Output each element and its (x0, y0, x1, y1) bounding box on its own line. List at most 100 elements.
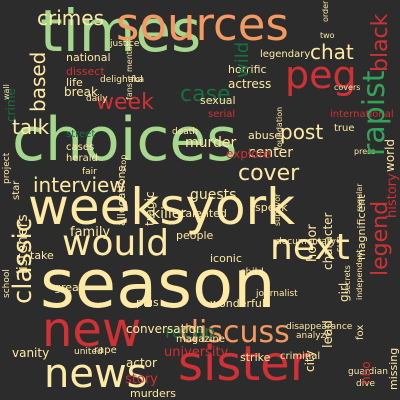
word-school: justice (110, 39, 140, 49)
word-aka: speak (255, 201, 288, 214)
word-child: life (66, 76, 83, 89)
word-serial: talented (181, 207, 227, 220)
word-next: next (270, 227, 350, 268)
word-independent: wall (2, 84, 11, 100)
word-cases: magazine (176, 334, 225, 345)
word-vanity: allegations (115, 165, 128, 226)
word-fair: take (30, 249, 54, 262)
word-dive: iconic (210, 252, 242, 265)
word-listeners: documentary (276, 237, 336, 247)
word-honor: order (321, 0, 330, 22)
word-talented: university (164, 345, 229, 360)
word-abuse: conversation (126, 322, 204, 336)
word-guests: actor (126, 356, 157, 370)
word-horrific: family (70, 225, 111, 240)
word-sister: sister (178, 336, 310, 392)
word-would: would (62, 223, 170, 264)
word-true: hbo (359, 361, 373, 384)
word-weeksyork: weeksyork (28, 178, 296, 236)
word-peg: peg (285, 53, 357, 97)
word-classic: street (66, 129, 96, 140)
word-discuss: discuss (180, 315, 290, 350)
word-iconic: rape (94, 345, 117, 356)
word-wild: daily (86, 94, 108, 104)
word-character: two (320, 31, 335, 40)
word-talk: talk (12, 115, 50, 139)
word-journalist: star (11, 180, 22, 200)
word-world: guardian (348, 367, 388, 377)
word-plus: post (280, 120, 324, 144)
word-girl: stop (119, 154, 128, 172)
word-wonderful: murder (185, 135, 237, 151)
word-foundation: school (2, 269, 12, 298)
word-crimes: crimes (37, 6, 104, 30)
word-actor: based (26, 51, 50, 112)
word-black: aka (128, 75, 145, 85)
word-speak: national (66, 51, 111, 64)
word-great: vanity (12, 346, 50, 360)
word-national: honor (305, 224, 320, 262)
word-strike: actress (228, 77, 272, 91)
word-cover: cover (238, 161, 300, 186)
word-mental: project (2, 152, 12, 184)
word-news: news (44, 351, 148, 397)
word-center: plus (136, 296, 159, 309)
word-legendary: missing (387, 347, 400, 390)
word-rape: abuse (248, 129, 282, 142)
word-hbo: analyze (296, 331, 331, 341)
word-university: wild (232, 41, 253, 78)
word-post: black (368, 13, 393, 72)
word-herald: strike (240, 351, 271, 364)
word-people: dissect (66, 65, 105, 78)
word-chat: chat (310, 40, 354, 64)
word-stop: press (354, 147, 376, 156)
word-sexual: guests (190, 187, 237, 203)
word-killer: story (125, 372, 158, 387)
word-missing: journalist (256, 289, 298, 299)
word-family: listeners (15, 214, 31, 274)
word-case: case (180, 82, 231, 107)
word-wall: legendary (260, 49, 311, 60)
word-order: foundation (275, 106, 284, 150)
word-covers: child (240, 267, 264, 278)
word-season: season (40, 245, 276, 323)
word-sun: dive (356, 379, 376, 389)
word-criminal: serial (208, 109, 236, 120)
word-analyze: cases (66, 142, 95, 153)
word-two: people (176, 229, 214, 242)
word-star: true (334, 123, 355, 134)
word-sources: sources (116, 0, 289, 51)
word-delightful: history (385, 173, 400, 218)
word-death: tragic (143, 191, 157, 226)
word-dissect: center (248, 145, 294, 161)
word-choices: choices (12, 105, 238, 175)
word-magnificent: disappearance (286, 322, 353, 332)
word-project: fox (355, 324, 366, 340)
word-actress: killer (152, 206, 187, 222)
word-lead: fair (82, 167, 97, 177)
word-times: times (40, 0, 202, 65)
word-daily: world (383, 138, 397, 172)
word-street: murders (130, 387, 177, 400)
word-united: character (321, 212, 335, 270)
word-press: herald (66, 153, 98, 164)
word-story: recap (165, 322, 216, 343)
word-survivor: independent (355, 249, 364, 300)
word-week: week (96, 90, 154, 115)
word-allegations: survivor (273, 193, 282, 226)
word-secrets: secrets (343, 265, 352, 294)
word-documentary: city (303, 350, 317, 372)
word-legend: sun (335, 235, 345, 252)
word-fans: fans (125, 83, 134, 100)
word-explore: wonderful (210, 297, 265, 310)
word-history: united (74, 347, 103, 357)
word-break: interview (33, 173, 126, 197)
word-life: explore (226, 147, 271, 161)
word-regular: mental (125, 43, 134, 72)
word-international: criminal (280, 351, 321, 362)
word-conversation: break (64, 85, 98, 99)
word-city: death (172, 127, 198, 137)
word-crime: international (330, 109, 394, 120)
word-murders: sexual (200, 94, 236, 107)
